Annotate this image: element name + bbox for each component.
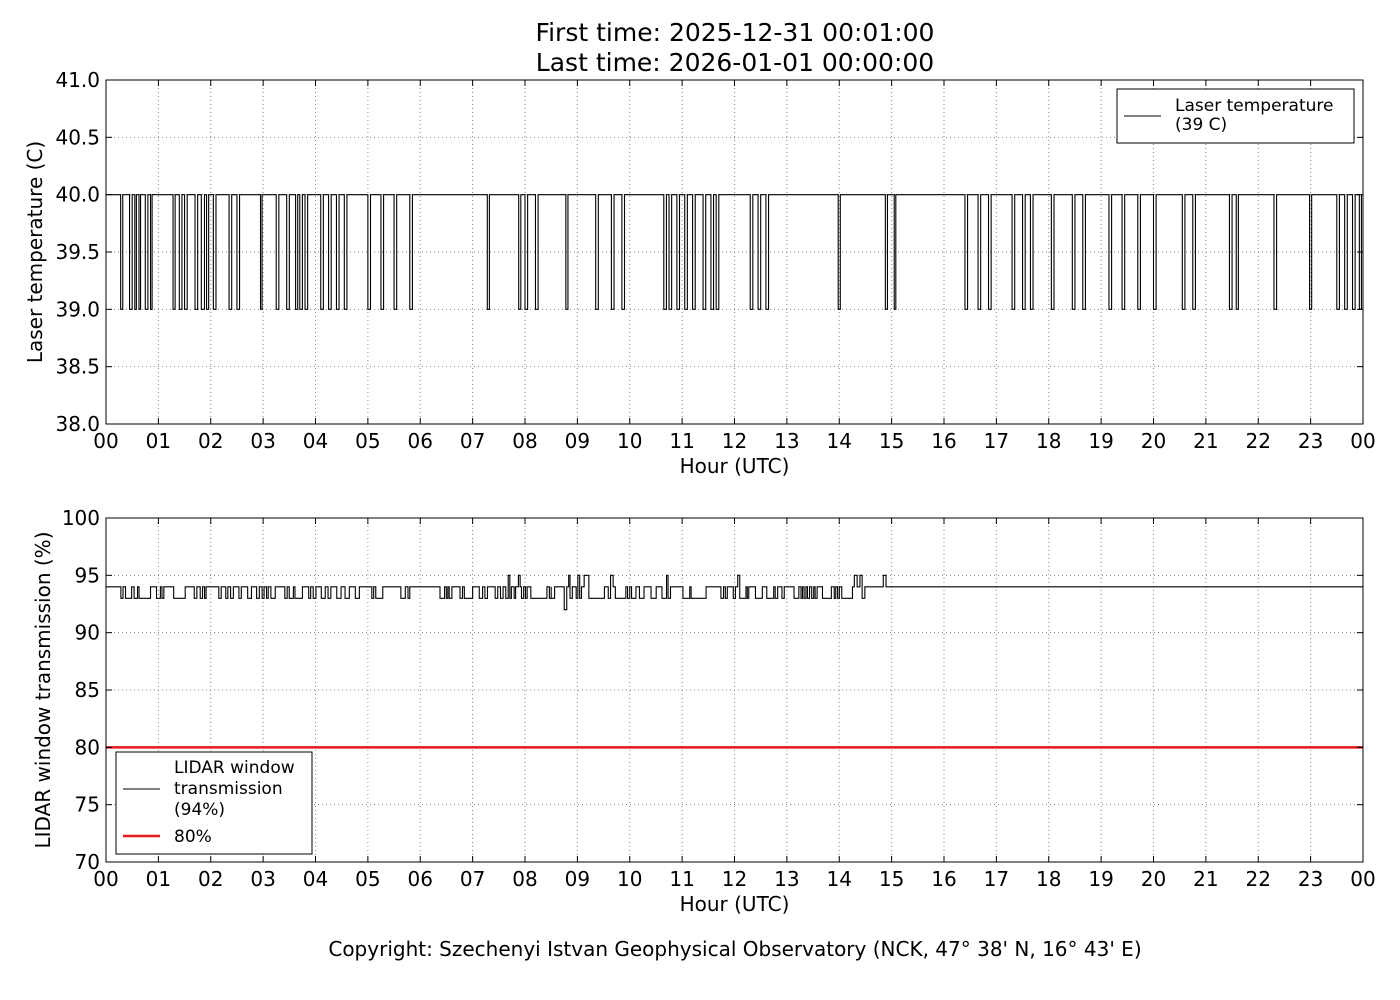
x-tick-label: 22 xyxy=(1246,867,1271,891)
x-tick-label: 16 xyxy=(931,429,956,453)
x-tick-label: 15 xyxy=(879,429,904,453)
x-tick-label: 08 xyxy=(512,429,537,453)
x-tick-label: 14 xyxy=(827,429,852,453)
y-tick-label: 40.5 xyxy=(55,125,100,149)
x-tick-label: 00 xyxy=(93,429,118,453)
y-tick-label: 40.0 xyxy=(55,183,100,207)
x-tick-label: 20 xyxy=(1141,867,1166,891)
x-tick-label: 06 xyxy=(408,429,433,453)
x-tick-label: 11 xyxy=(669,867,694,891)
x-tick-label: 04 xyxy=(303,429,328,453)
copyright-footer: Copyright: Szechenyi Istvan Geophysical … xyxy=(328,937,1142,961)
x-tick-label: 21 xyxy=(1193,867,1218,891)
x-tick-label: 15 xyxy=(879,867,904,891)
x-tick-label: 18 xyxy=(1036,867,1061,891)
chart-panel-2: 00 01 02 03 04 05 06 07 08 09 10 11 12 13 14 15 16 17 18 19… xyxy=(31,506,1376,916)
chart-title-last-time: Last time: 2026-01-01 00:00:00 xyxy=(535,48,935,77)
x-tick-label: 19 xyxy=(1088,867,1113,891)
y-tick-label: 39.5 xyxy=(55,240,100,264)
x-tick-label: 01 xyxy=(146,429,171,453)
x-tick-label: 03 xyxy=(250,867,275,891)
series-line xyxy=(106,194,1363,310)
x-tick-label: 18 xyxy=(1036,429,1061,453)
x-tick-label: 11 xyxy=(669,429,694,453)
x-tick-label: 00 xyxy=(93,867,118,891)
x-tick-label: 07 xyxy=(460,429,485,453)
y-axis-label: LIDAR window transmission (%) xyxy=(31,532,55,849)
x-axis-label: Hour (UTC) xyxy=(680,892,790,916)
x-tick-label: 22 xyxy=(1246,429,1271,453)
x-tick-label: 07 xyxy=(460,867,485,891)
x-tick-label: 08 xyxy=(512,867,537,891)
y-axis-label: Laser temperature (C) xyxy=(23,141,47,363)
x-tick-label: 21 xyxy=(1193,429,1218,453)
legend-label: LIDAR window xyxy=(174,758,295,778)
x-tick-label: 17 xyxy=(984,429,1009,453)
x-tick-label: 23 xyxy=(1298,429,1323,453)
x-tick-label: 17 xyxy=(984,867,1009,891)
x-tick-label: 02 xyxy=(198,867,223,891)
x-tick-label: 16 xyxy=(931,867,956,891)
x-tick-label: 19 xyxy=(1088,429,1113,453)
x-tick-label: 04 xyxy=(303,867,328,891)
y-tick-label: 39.0 xyxy=(55,297,100,321)
y-tick-label: 75 xyxy=(75,793,100,817)
x-tick-label: 02 xyxy=(198,429,223,453)
x-tick-label: 13 xyxy=(774,867,799,891)
chart-title-first-time: First time: 2025-12-31 00:01:00 xyxy=(535,18,935,47)
series-line xyxy=(106,574,1363,611)
x-tick-label: 23 xyxy=(1298,867,1323,891)
y-tick-label: 80 xyxy=(75,735,100,759)
x-tick-label: 06 xyxy=(408,867,433,891)
chart-panel-1: 00 01 02 03 04 05 06 07 08 09 10 11 12 13 14 15 16 17 18 19… xyxy=(23,68,1376,478)
legend-label: (39 C) xyxy=(1175,115,1227,135)
x-tick-label: 10 xyxy=(617,867,642,891)
x-tick-label: 10 xyxy=(617,429,642,453)
y-tick-label: 38.5 xyxy=(55,355,100,379)
y-tick-label: 100 xyxy=(62,506,100,530)
legend-label: transmission xyxy=(174,779,283,799)
x-tick-label: 09 xyxy=(565,867,590,891)
x-tick-label: 00 xyxy=(1350,429,1375,453)
y-tick-label: 85 xyxy=(75,678,100,702)
x-tick-label: 00 xyxy=(1350,867,1375,891)
x-axis-label: Hour (UTC) xyxy=(680,454,790,478)
x-tick-label: 09 xyxy=(565,429,590,453)
x-tick-label: 14 xyxy=(827,867,852,891)
x-tick-label: 01 xyxy=(146,867,171,891)
x-tick-label: 05 xyxy=(355,867,380,891)
y-tick-label: 90 xyxy=(75,621,100,645)
x-tick-label: 13 xyxy=(774,429,799,453)
x-tick-label: 05 xyxy=(355,429,380,453)
y-tick-label: 95 xyxy=(75,563,100,587)
x-tick-label: 12 xyxy=(722,867,747,891)
legend-label: Laser temperature xyxy=(1175,96,1333,116)
y-tick-label: 41.0 xyxy=(55,68,100,92)
x-tick-label: 20 xyxy=(1141,429,1166,453)
x-tick-label: 12 xyxy=(722,429,747,453)
legend: Laser temperature(39 C) xyxy=(1116,88,1355,144)
legend-label: (94%) xyxy=(174,800,225,820)
x-tick-label: 03 xyxy=(250,429,275,453)
y-tick-label: 70 xyxy=(75,850,100,874)
y-tick-label: 38.0 xyxy=(55,412,100,436)
legend-label: 80% xyxy=(174,827,212,847)
